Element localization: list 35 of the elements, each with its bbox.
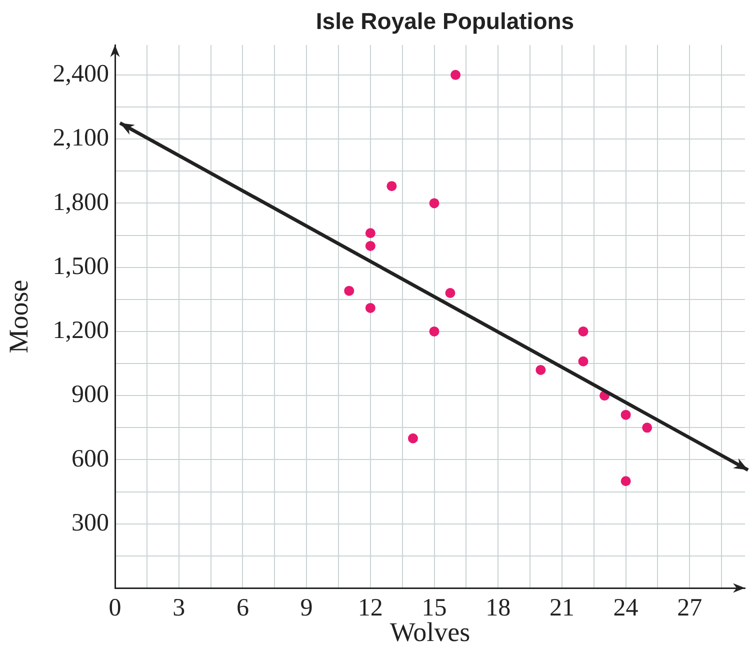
y-tick-label: 1,500 [52, 252, 109, 280]
point [536, 364, 546, 375]
y-tick-label: 300 [72, 509, 109, 536]
x-tick-label: 21 [549, 594, 574, 622]
x-tick-label: 24 [613, 594, 639, 622]
y-tick-label: 2,100 [52, 124, 109, 152]
x-tick-label: 6 [236, 594, 249, 622]
x-tick-label: 9 [300, 594, 313, 622]
x-tick-label: 12 [358, 594, 383, 622]
point [365, 228, 376, 238]
x-tick-label: 3 [172, 594, 186, 622]
point [620, 410, 631, 420]
y-tick-label: 1,800 [52, 188, 109, 216]
x-tick-label: 27 [677, 594, 702, 622]
y-tick-label: 900 [72, 381, 109, 408]
point [450, 70, 461, 80]
x-tick-label: 0 [108, 594, 122, 622]
y-axis-title: Moose [3, 280, 34, 354]
point [642, 422, 652, 433]
y-tick-label: 1,200 [52, 317, 109, 344]
point [578, 326, 588, 336]
point [620, 476, 631, 486]
point [365, 302, 376, 313]
y-tick-label: 600 [72, 445, 109, 472]
point [578, 356, 588, 366]
point [408, 433, 418, 444]
point [429, 198, 440, 208]
x-tick-label: 18 [486, 594, 511, 622]
point [344, 286, 354, 296]
chart-title: Isle Royale Populations [314, 8, 576, 35]
point [445, 288, 456, 298]
y-tick-label: 2,400 [52, 60, 109, 88]
point [429, 326, 440, 336]
point [386, 181, 397, 192]
point [365, 240, 376, 251]
